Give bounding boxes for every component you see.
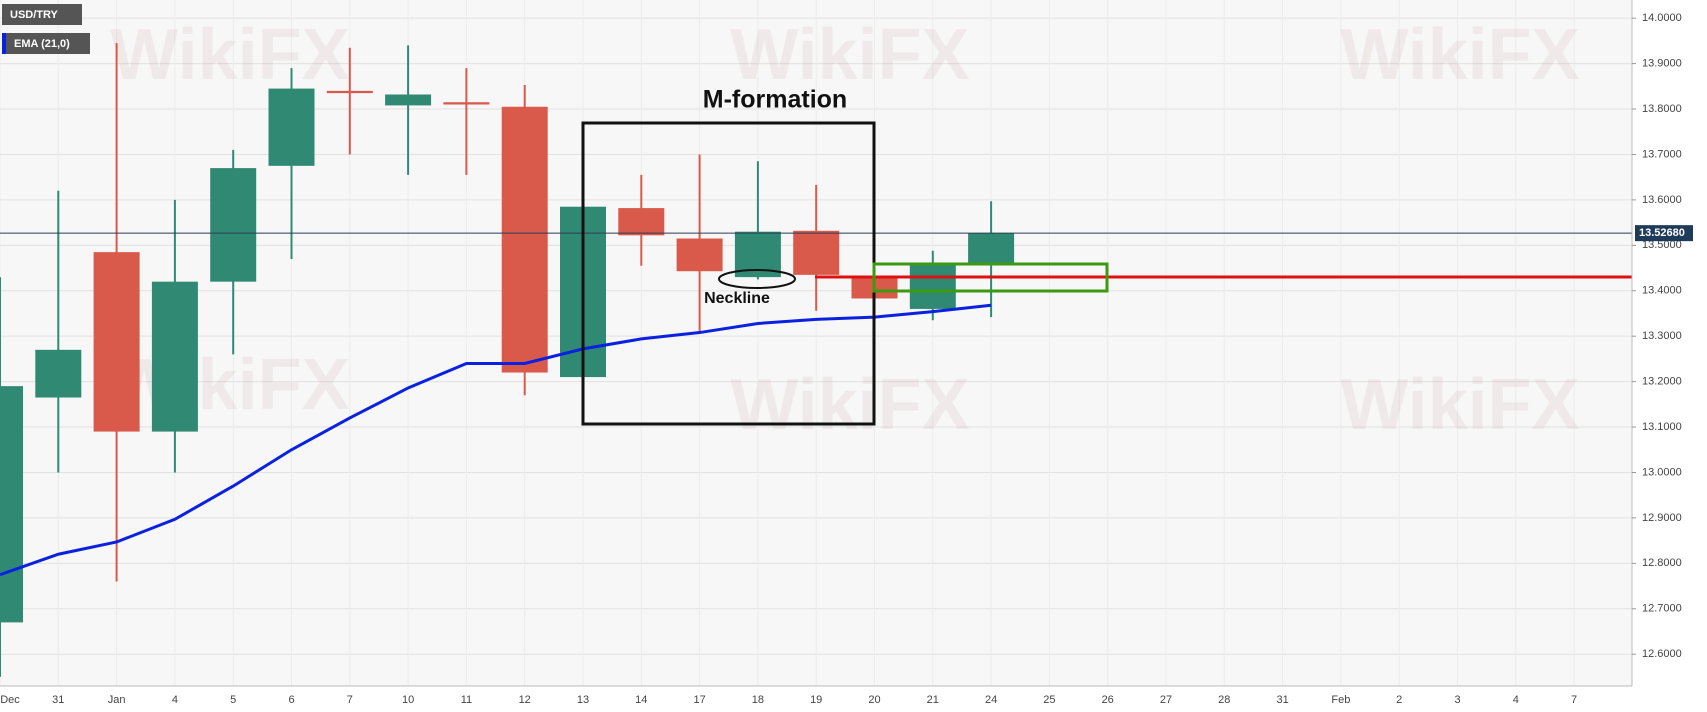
x-tick-label: 26: [1102, 694, 1114, 706]
ema-line: [0, 303, 992, 577]
neckline-ellipse: [718, 269, 796, 289]
x-tick-label: 11: [461, 694, 472, 706]
annotation: M-formation: [703, 86, 847, 114]
candle-body: [618, 208, 665, 236]
support-zone: [872, 262, 1109, 293]
x-tick-label: 10: [402, 694, 414, 706]
x-tick-label: 27: [1160, 694, 1172, 706]
price-label: 13.52680: [1639, 227, 1685, 239]
legend-box: [2, 33, 90, 54]
candle-body: [210, 168, 257, 282]
y-tick-label: 13.1000: [1642, 421, 1682, 433]
x-tick-label: 28: [1218, 694, 1230, 706]
candle-body: [909, 263, 956, 309]
legend-box: [2, 4, 82, 25]
y-tick-label: 13.9000: [1642, 58, 1682, 70]
x-tick-label: Feb: [1331, 694, 1350, 706]
watermark: WikiFX: [730, 15, 969, 95]
x-tick-label: 14: [635, 694, 647, 706]
candle-body: [0, 386, 23, 623]
legend-entry: EMA (21,0): [14, 38, 70, 50]
candle-body: [501, 106, 548, 373]
x-tick-label: 20: [868, 694, 880, 706]
x-tick-label: 19: [810, 694, 822, 706]
annotation: Neckline: [704, 290, 770, 307]
x-tick-label: 31: [1276, 694, 1288, 706]
candle-body: [443, 102, 490, 105]
candle-body: [968, 233, 1015, 264]
x-tick-label: 5: [230, 694, 236, 706]
y-tick-label: 13.7000: [1642, 148, 1682, 160]
watermark: WikiFX: [1340, 365, 1579, 445]
x-tick-label: 6: [288, 694, 294, 706]
y-tick-label: 12.8000: [1642, 557, 1682, 569]
x-tick-label: 7: [347, 694, 353, 706]
y-tick-label: 13.6000: [1642, 194, 1682, 206]
candle-body: [35, 349, 82, 398]
x-tick-label: 7: [1571, 694, 1577, 706]
watermark: WikiFX: [110, 15, 349, 95]
x-tick-label: 25: [1043, 694, 1055, 706]
y-tick-label: 13.8000: [1642, 103, 1682, 115]
candle-body: [151, 281, 198, 432]
y-tick-label: 12.7000: [1642, 603, 1682, 615]
legend-swatch: [2, 33, 6, 54]
x-tick-label: 31: [52, 694, 64, 706]
x-tick-label: 18: [752, 694, 764, 706]
watermark: WikiFX: [730, 365, 969, 445]
candle-body: [385, 94, 432, 106]
x-tick-label: 4: [1513, 694, 1519, 706]
y-tick-label: 12.9000: [1642, 512, 1682, 524]
x-tick-label: Jan: [108, 694, 126, 706]
watermark: WikiFX: [110, 345, 349, 425]
candle-body: [93, 252, 140, 432]
x-tick-label: 2: [1396, 694, 1402, 706]
price-label-box: [1635, 225, 1693, 242]
y-tick-label: 13.4000: [1642, 285, 1682, 297]
y-tick-label: 13.2000: [1642, 376, 1682, 388]
candle-body: [326, 90, 373, 94]
y-tick-label: 13.0000: [1642, 466, 1682, 478]
x-tick-label: 3: [1454, 694, 1460, 706]
legend-entry: USD/TRY: [10, 9, 59, 21]
x-tick-label: 17: [693, 694, 705, 706]
watermark: WikiFX: [1340, 15, 1579, 95]
candle-body: [793, 230, 840, 275]
y-tick-label: 13.3000: [1642, 330, 1682, 342]
x-tick-label: 4: [172, 694, 178, 706]
candle-body: [676, 238, 723, 272]
x-tick-label: 21: [927, 694, 939, 706]
x-tick-label: 13: [577, 694, 589, 706]
x-tick-label: Dec: [0, 694, 20, 706]
x-tick-label: 12: [519, 694, 531, 706]
y-tick-label: 13.5000: [1642, 239, 1682, 251]
y-tick-label: 12.6000: [1642, 648, 1682, 660]
x-tick-label: 24: [985, 694, 997, 706]
y-tick-label: 14.0000: [1642, 12, 1682, 24]
candle-body: [268, 88, 315, 166]
watermarks: WikiFX WikiFX WikiFX WikiFX WikiFX WikiFX: [110, 15, 1579, 445]
